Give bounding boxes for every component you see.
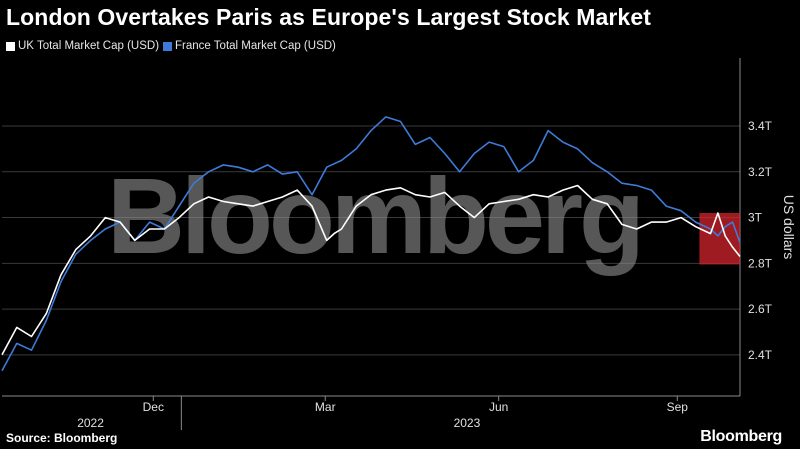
legend-label-france: France Total Market Cap (USD) [175,40,336,52]
y-tick-label-5: 3.4T [748,119,773,133]
bloomberg-logo: Bloomberg [700,428,782,445]
y-axis-title: US dollars [781,195,797,260]
x-tick-label-2: Jun [489,400,508,414]
y-tick-label-1: 2.6T [748,302,773,316]
y-tick-label-4: 3.2T [748,165,773,179]
x-tick-label-3: Sep [667,400,689,414]
x-tick-label-0: Dec [143,400,164,414]
x-year-label-1: 2023 [454,416,481,430]
legend-swatch-uk [6,41,15,51]
y-tick-label-0: 2.4T [748,348,773,362]
legend: UK Total Market Cap (USD) France Total M… [6,40,336,52]
legend-entry-uk: UK Total Market Cap (USD) [6,40,159,52]
y-tick-label-2: 2.8T [748,256,773,270]
source-note: Source: Bloomberg [6,431,118,445]
highlight-box [699,212,740,265]
y-tick-label-3: 3T [748,211,763,225]
x-year-label-0: 2022 [77,416,104,430]
x-tick-label-1: Mar [315,400,336,414]
legend-swatch-france [163,41,173,51]
legend-label-uk: UK Total Market Cap (USD) [18,40,160,52]
uk-series-line [1,184,741,356]
legend-entry-france: France Total Market Cap (USD) [163,40,336,52]
chart-title: London Overtakes Paris as Europe's Large… [6,4,651,30]
watermark-text: Bloomberg [107,155,641,276]
